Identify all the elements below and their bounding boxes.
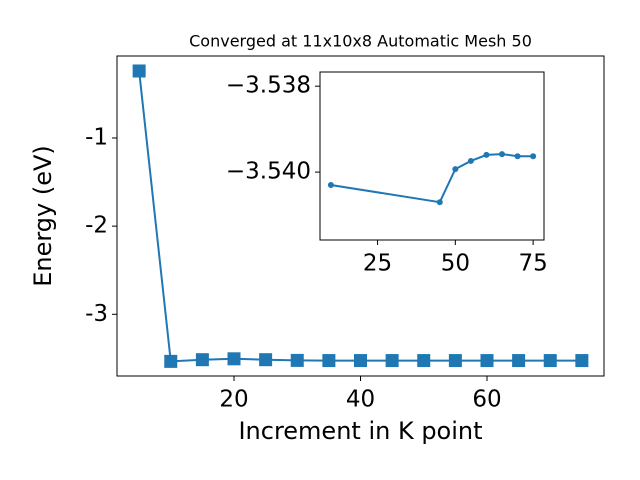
plot-area (319, 71, 545, 241)
marker (483, 151, 490, 158)
y-tick-label: −3.540 (226, 159, 311, 185)
marker (499, 151, 505, 158)
series-group (327, 151, 537, 206)
marker (467, 157, 474, 164)
x-tick-label: 75 (518, 251, 547, 277)
y-tick-label: -1 (85, 124, 108, 150)
series-group (132, 64, 589, 368)
marker (543, 354, 557, 368)
marker (417, 354, 431, 368)
y-tick-label: −3.538 (226, 73, 311, 99)
marker (322, 354, 336, 368)
marker (512, 354, 526, 368)
marker (385, 354, 399, 368)
x-tick-label: 60 (472, 387, 501, 413)
marker (448, 354, 462, 368)
marker (530, 153, 537, 160)
marker (327, 182, 334, 189)
x-tick-label: 50 (441, 251, 470, 277)
x-axis-label: Increment in K point (238, 417, 482, 445)
y-axis-label: Energy (eV) (29, 145, 57, 287)
marker (227, 352, 241, 366)
marker (575, 354, 589, 368)
marker (354, 354, 367, 368)
marker (164, 354, 178, 368)
marker (259, 353, 273, 367)
marker (290, 353, 304, 367)
y-tick-label: -2 (85, 213, 108, 239)
marker (132, 64, 146, 78)
y-tick-label: -3 (85, 301, 108, 327)
marker (480, 354, 494, 368)
x-tick-label: 20 (219, 387, 248, 413)
x-tick-label: 40 (346, 387, 375, 413)
marker (452, 166, 459, 173)
chart-title: Converged at 11x10x8 Automatic Mesh 50 (189, 32, 532, 51)
x-tick-label: 25 (363, 251, 392, 277)
marker (514, 153, 521, 160)
marker (436, 199, 443, 206)
marker (195, 353, 209, 367)
